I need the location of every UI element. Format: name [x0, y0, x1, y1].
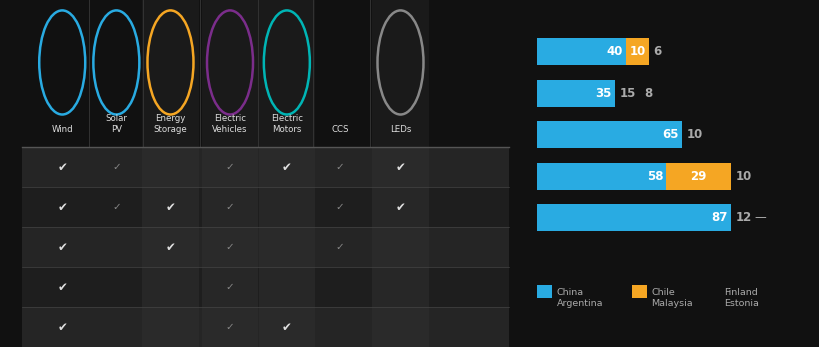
Bar [143, 147, 198, 347]
Text: ✔: ✔ [57, 321, 67, 333]
Text: 65: 65 [662, 128, 678, 141]
Text: China: China [556, 288, 583, 297]
Text: ✓: ✓ [335, 162, 344, 172]
Text: 15: 15 [619, 87, 636, 100]
Text: Argentina: Argentina [556, 299, 603, 308]
Text: 10: 10 [628, 45, 645, 58]
Text: Electric
Motors: Electric Motors [270, 114, 302, 134]
Text: ✔: ✔ [57, 161, 67, 174]
Text: ✔: ✔ [395, 201, 405, 214]
Text: Energy
Storage: Energy Storage [153, 114, 187, 134]
Bar [666, 163, 731, 190]
Text: ✓: ✓ [225, 202, 234, 212]
Text: Estonia: Estonia [723, 299, 758, 308]
Bar [536, 163, 666, 190]
Text: 10: 10 [735, 170, 752, 183]
Text: 12: 12 [735, 211, 752, 225]
Bar [21, 307, 508, 347]
Bar [372, 0, 428, 147]
Bar [536, 80, 614, 107]
Bar [21, 0, 508, 147]
Text: ✓: ✓ [335, 242, 344, 252]
Bar [258, 0, 314, 147]
Bar [143, 0, 198, 147]
Bar [626, 38, 648, 65]
Bar [21, 267, 508, 307]
Text: ✔: ✔ [165, 201, 175, 214]
Text: ✓: ✓ [225, 162, 234, 172]
Text: ✓: ✓ [335, 202, 344, 212]
Text: Malaysia: Malaysia [650, 299, 692, 308]
Text: ✔: ✔ [165, 241, 175, 254]
Text: LEDs: LEDs [389, 125, 410, 134]
Text: 6: 6 [653, 45, 661, 58]
Text: ✔: ✔ [395, 161, 405, 174]
Text: ✔: ✔ [57, 281, 67, 294]
Bar [201, 147, 258, 347]
Text: ✔: ✔ [57, 201, 67, 214]
Bar [21, 147, 508, 187]
Text: 87: 87 [711, 211, 727, 225]
Bar [536, 121, 681, 148]
Bar [631, 285, 646, 298]
Bar [21, 227, 508, 267]
Bar [536, 285, 552, 298]
Text: 29: 29 [690, 170, 706, 183]
Text: ✔: ✔ [282, 161, 292, 174]
Text: ✔: ✔ [282, 321, 292, 333]
Bar [536, 204, 731, 231]
Text: ✓: ✓ [225, 282, 234, 292]
Text: 40: 40 [606, 45, 622, 58]
Text: ✓: ✓ [225, 242, 234, 252]
Text: Finland: Finland [723, 288, 757, 297]
Text: ✓: ✓ [112, 202, 120, 212]
Text: Electric
Vehicles: Electric Vehicles [212, 114, 247, 134]
Text: CCS: CCS [331, 125, 348, 134]
Text: ✓: ✓ [225, 322, 234, 332]
Text: 35: 35 [595, 87, 611, 100]
Text: 58: 58 [646, 170, 663, 183]
Bar [536, 38, 626, 65]
Bar [201, 0, 258, 147]
Text: Wind: Wind [52, 125, 73, 134]
Bar [372, 147, 428, 347]
Text: —: — [754, 211, 766, 225]
Bar [21, 187, 508, 227]
Text: 8: 8 [643, 87, 651, 100]
Text: 10: 10 [686, 128, 703, 141]
Bar [258, 147, 314, 347]
Text: ✔: ✔ [57, 241, 67, 254]
Text: ✓: ✓ [112, 162, 120, 172]
Text: Solar
PV: Solar PV [106, 114, 127, 134]
Text: Chile: Chile [650, 288, 674, 297]
